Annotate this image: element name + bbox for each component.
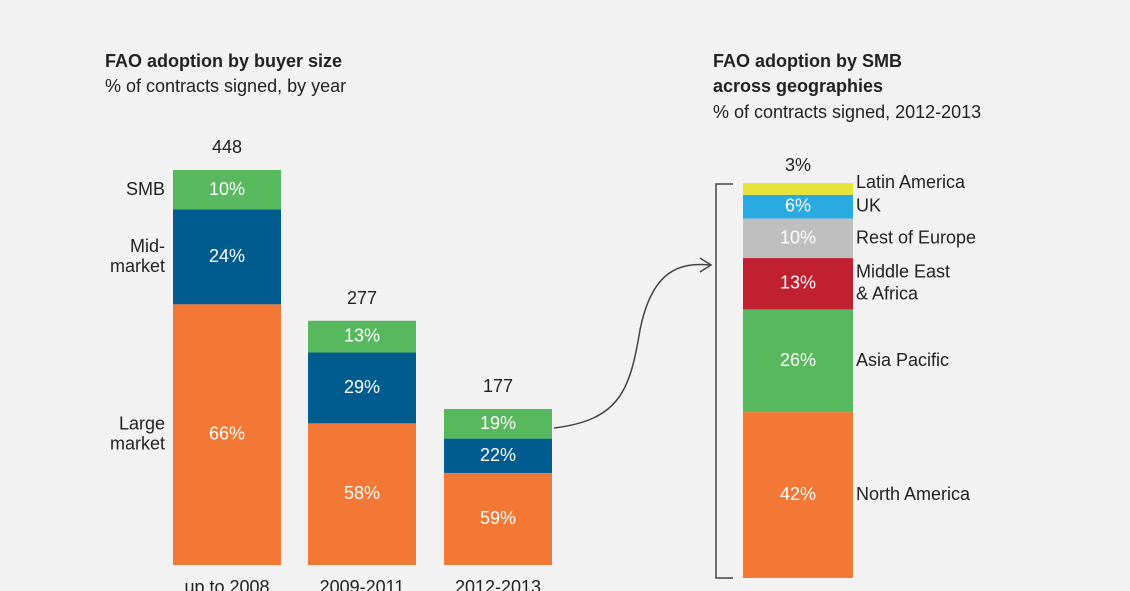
legend-label: Asia Pacific <box>856 350 949 370</box>
legend-label: Middle East & Africa <box>856 261 950 303</box>
value-label: 66% <box>209 423 245 443</box>
connector-arrow <box>553 263 711 429</box>
bar-segment <box>308 423 416 565</box>
x-tick-label: 2009-2011 <box>320 577 405 591</box>
x-tick-label: 2012-2013 <box>455 577 541 591</box>
bar-segment <box>173 170 281 210</box>
value-label: 26% <box>780 350 816 370</box>
value-label: 13% <box>344 325 380 345</box>
bar-segment <box>444 472 552 565</box>
bar-segment <box>743 218 853 259</box>
bar-segment <box>444 438 552 473</box>
bar-segment <box>173 209 281 305</box>
value-label: 13% <box>780 272 816 292</box>
bar-segment <box>743 412 853 578</box>
value-label: 6% <box>785 195 811 215</box>
series-label: SMB <box>126 179 165 199</box>
chart-subtitle: % of contracts signed, by year <box>105 76 346 96</box>
bar-segment <box>308 352 416 424</box>
series-label: Large market <box>110 413 165 453</box>
chart-subtitle: % of contracts signed, 2012-2013 <box>713 102 981 122</box>
bar-segment <box>743 194 853 219</box>
legend-label: North America <box>856 484 971 504</box>
bar-segment <box>444 408 552 439</box>
total-label: 277 <box>347 288 377 308</box>
bar-segment <box>743 258 853 310</box>
value-label: 29% <box>344 377 380 397</box>
arrow-head <box>699 257 713 273</box>
value-label: 24% <box>209 246 245 266</box>
bar-segment <box>743 309 853 413</box>
legend-label: UK <box>856 195 881 215</box>
bar-segment <box>308 320 416 353</box>
legend-label: Rest of Europe <box>856 227 976 247</box>
value-label: 42% <box>780 484 816 504</box>
value-label: 58% <box>344 483 380 503</box>
value-label: 10% <box>209 179 245 199</box>
total-label: 448 <box>212 137 242 157</box>
x-tick-label: up to 2008 <box>184 577 269 591</box>
legend-label: Latin America <box>856 172 966 192</box>
value-label: 10% <box>780 227 816 247</box>
bracket <box>715 183 733 579</box>
bar-segment <box>743 183 853 195</box>
value-label: 3% <box>785 155 811 175</box>
value-label: 22% <box>480 445 516 465</box>
value-label: 59% <box>480 508 516 528</box>
bar-segment <box>173 304 281 565</box>
value-label: 19% <box>480 413 516 433</box>
chart-title: FAO adoption by buyer size <box>105 51 342 71</box>
series-label: Mid-market <box>110 236 165 276</box>
chart-title: FAO adoption by SMB across geographies <box>713 51 902 96</box>
total-label: 177 <box>483 376 513 396</box>
